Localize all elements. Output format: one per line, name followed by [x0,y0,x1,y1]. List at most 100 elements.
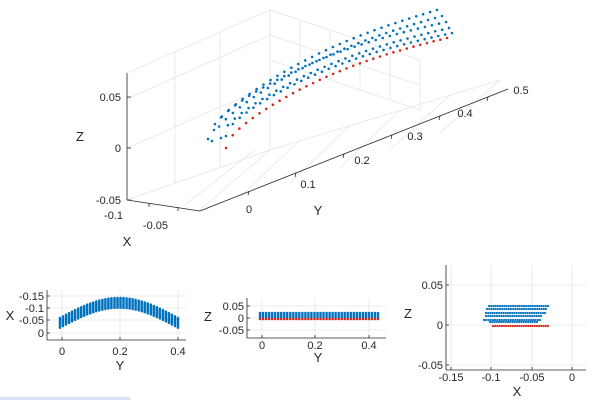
plot-3d[interactable]: 0.05 0 -0.05 -0.1 -0.05 0 0.1 0.2 0.3 0.… [76,8,529,249]
point-blue [67,321,71,325]
point-blue [283,70,286,74]
point-blue [328,315,331,319]
point-blue [224,117,228,121]
plot-side-view[interactable]: 0.05 0 -0.05 0 0.2 0.4 Y Z [204,298,386,365]
point-blue [380,26,383,30]
point-blue [364,313,368,317]
point-blue [484,314,488,318]
point-blue [495,311,498,315]
point-blue [511,320,514,324]
point-blue [516,318,519,322]
point-blue [528,311,531,315]
point-blue [513,311,516,315]
point-blue [370,311,374,315]
point-blue [276,311,280,315]
grid-front [446,265,586,370]
point-blue [295,315,298,319]
point-blue [158,317,162,320]
point-blue [509,314,512,318]
point-blue [131,307,134,311]
y-tick-label: 0.3 [407,131,422,143]
data-points-front [482,304,550,328]
point-blue [509,304,512,308]
point-blue [487,318,490,322]
point-red [544,324,547,328]
point-blue [544,304,547,308]
point-blue [437,34,440,38]
point-blue [247,94,251,98]
point-blue [392,41,396,44]
point-blue [537,311,540,315]
point-blue [515,311,518,315]
point-red [412,45,415,48]
point-blue [303,59,307,62]
point-blue [325,315,328,319]
point-blue [546,304,550,308]
point-blue [330,62,333,66]
point-red [516,324,519,328]
point-blue [328,313,331,317]
point-blue [292,313,295,317]
y-tick-label: -0.15 [19,291,44,303]
point-blue [349,313,353,317]
point-blue [533,311,536,315]
point-blue [533,304,537,308]
point-blue [247,106,250,110]
point-blue [498,304,501,308]
point-blue [496,307,499,311]
point-red [305,84,308,88]
point-blue [506,311,509,315]
plot-front-view[interactable]: 0.05 0 -0.05 -0.15 -0.1 -0.05 0 X Z [404,265,586,399]
point-blue [340,313,344,317]
point-blue [505,318,508,322]
point-red [522,324,525,328]
point-blue [322,315,325,319]
point-red [361,317,365,321]
point-blue [79,315,83,319]
point-blue [512,307,515,311]
point-blue [212,128,216,132]
point-red [313,317,316,321]
point-blue [527,307,530,311]
point-blue [395,44,399,48]
point-blue [206,137,210,141]
point-red [340,317,344,321]
point-red [322,317,325,321]
point-blue [319,311,322,315]
point-blue [332,53,335,56]
point-blue [500,320,503,324]
point-blue [367,40,371,44]
plot-top-view[interactable]: -0.15 -0.1 -0.05 0 0 0.2 0.4 Y X [6,290,186,373]
point-red [502,324,506,328]
point-red [432,40,435,43]
point-red [251,116,255,120]
point-blue [261,313,265,317]
point-blue [427,31,430,35]
point-blue [527,318,530,322]
point-blue [301,66,304,70]
point-blue [531,304,534,308]
point-blue [519,311,523,315]
point-blue [282,313,286,317]
point-blue [307,313,310,317]
point-blue [282,311,286,315]
point-blue [316,68,320,72]
point-blue [493,314,496,318]
point-blue [254,90,258,93]
point-blue [367,311,371,315]
point-blue [528,314,532,318]
point-blue [334,64,337,68]
x-tick-label: -0.15 [438,372,463,384]
y-tick-label: -0.05 [219,325,244,337]
point-red [292,317,295,321]
point-blue [539,311,542,315]
point-blue [252,95,256,99]
point-blue [282,315,286,319]
point-blue [273,82,277,85]
point-blue [155,315,159,319]
point-blue [346,315,350,319]
point-red [355,317,359,321]
point-blue [364,39,367,42]
point-blue [231,122,235,126]
point-blue [378,45,382,48]
